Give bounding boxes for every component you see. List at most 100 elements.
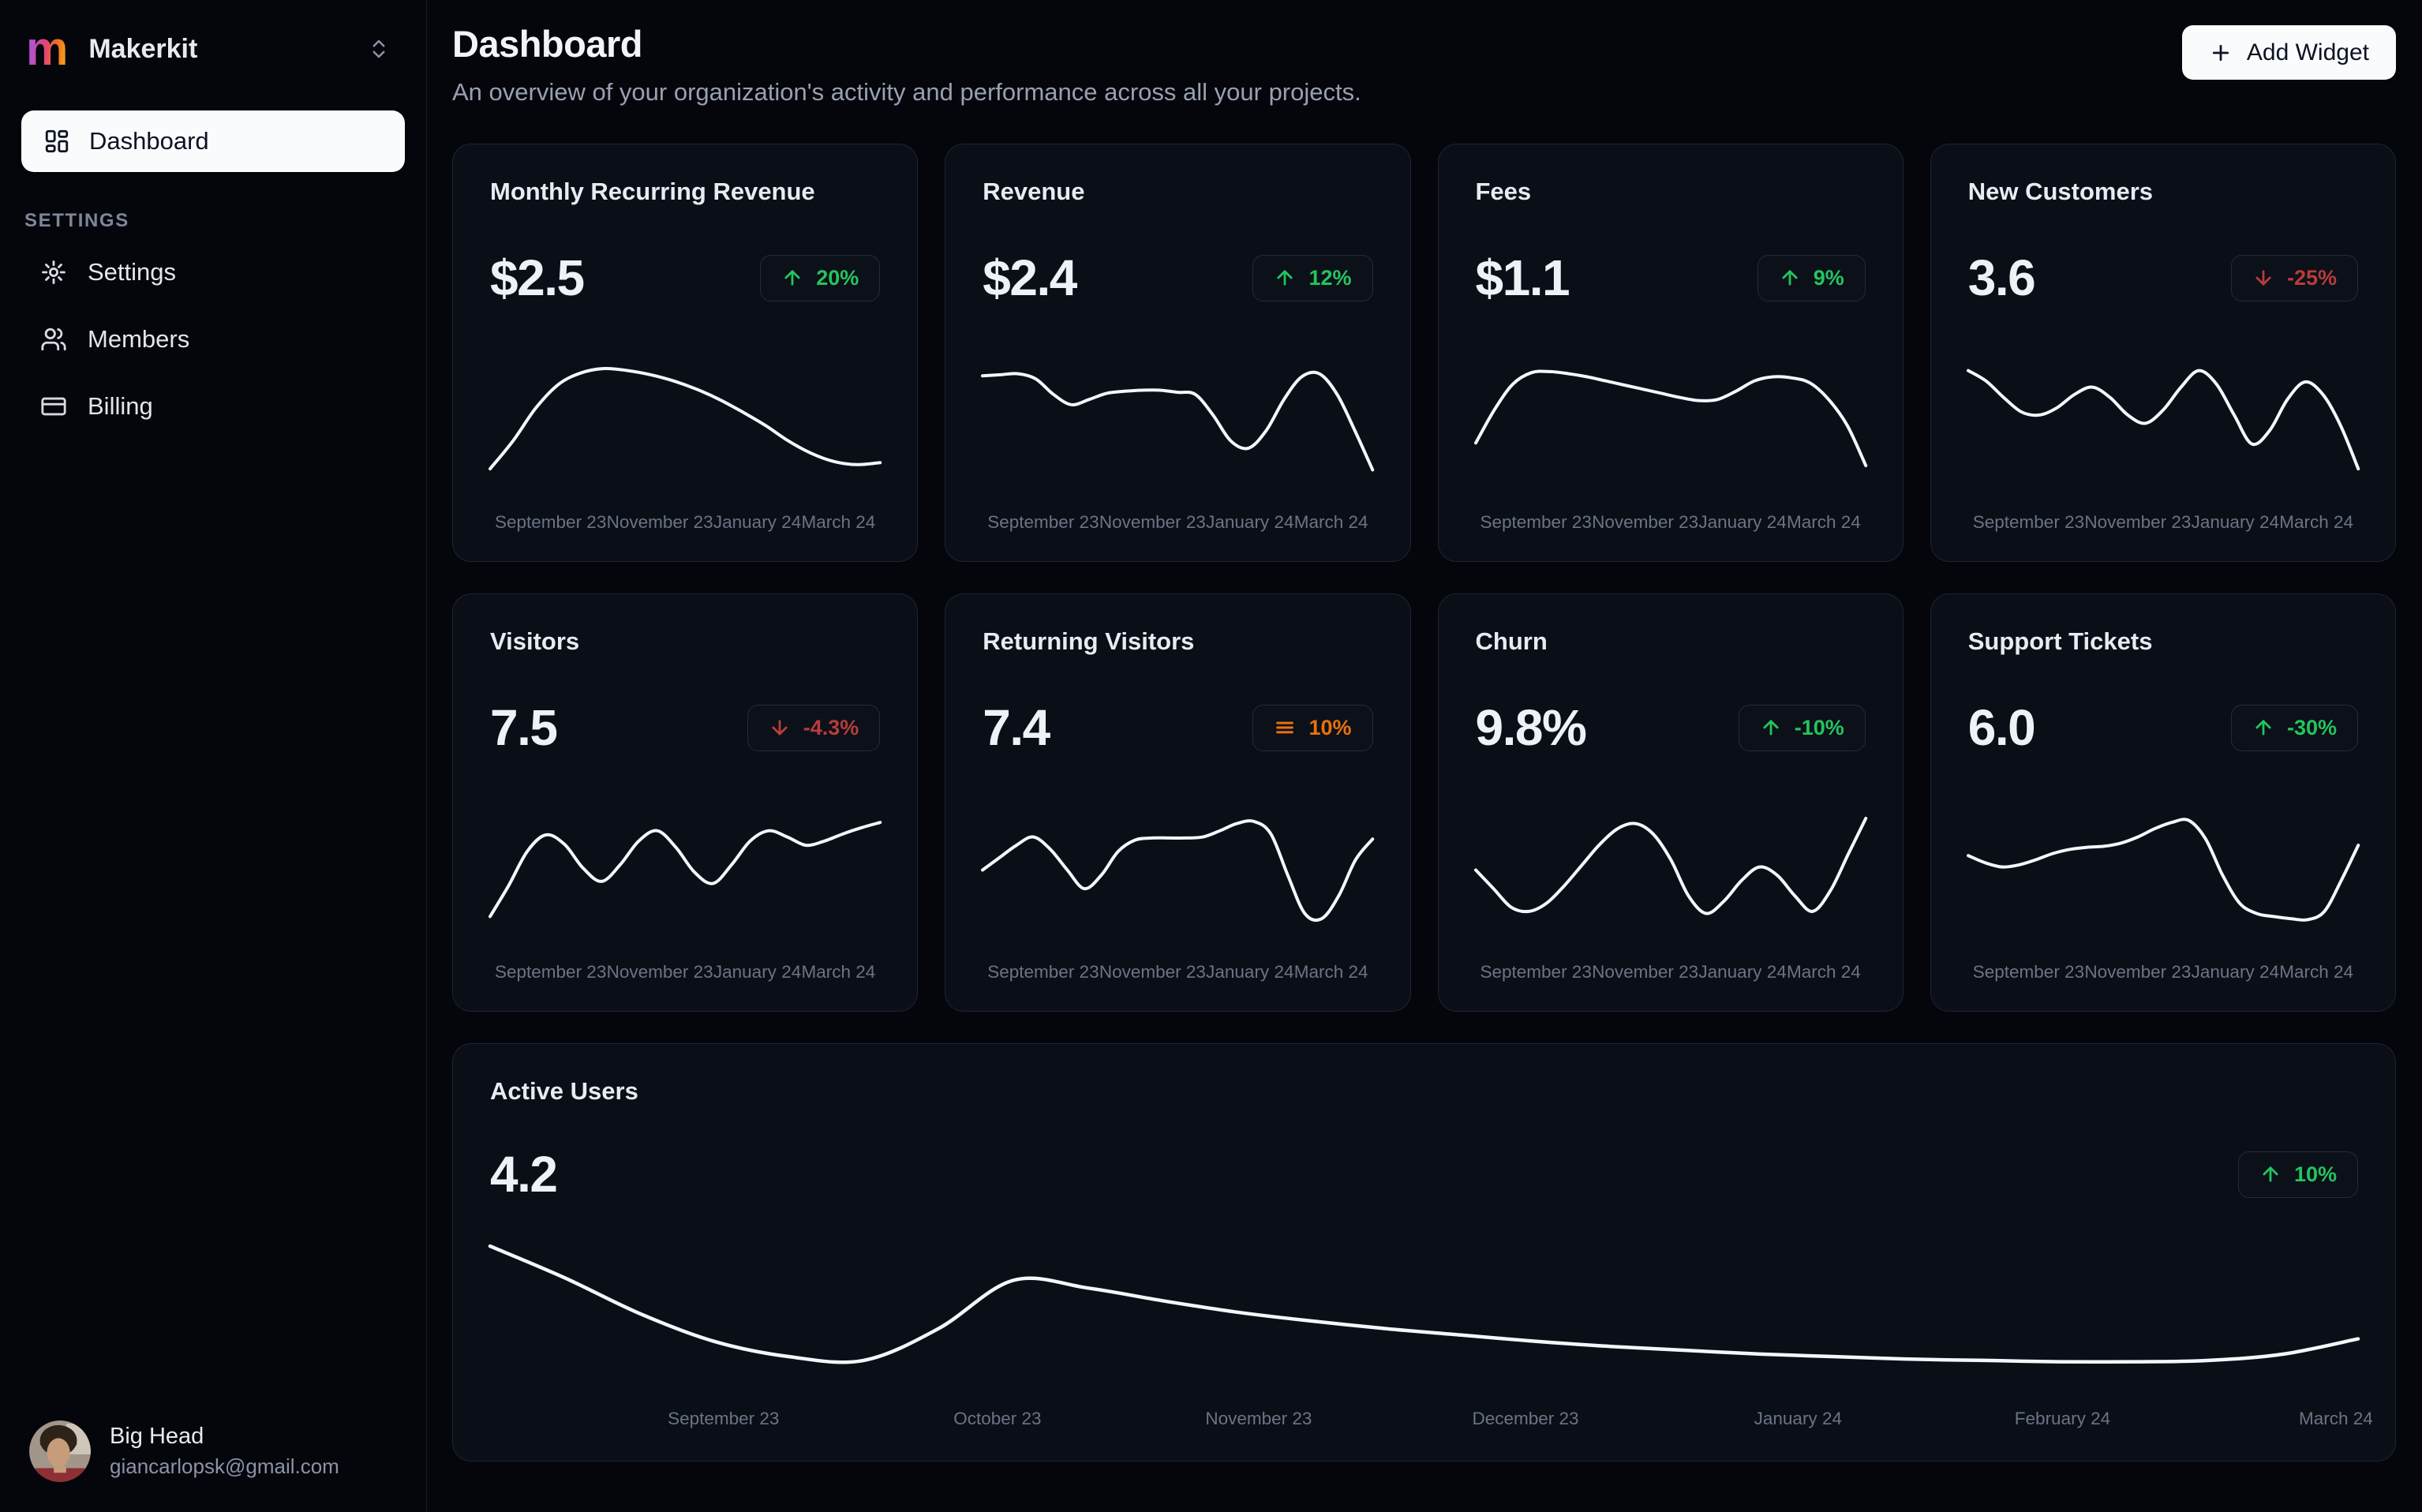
trend-badge: -25%: [2230, 254, 2358, 301]
x-axis-tick-label: January 24: [713, 962, 802, 982]
dashboard-grid-icon: [43, 128, 70, 155]
sidebar-item-label: Members: [88, 324, 190, 353]
x-axis-tick-label: September 23: [1972, 962, 2085, 982]
x-axis-labels: September 23 October 23 November 23 Decembe…: [490, 1409, 2373, 1432]
settings-section-label: SETTINGS: [24, 210, 129, 231]
sidebar-item-billing[interactable]: Billing: [21, 372, 405, 440]
trend-badge: 12%: [1252, 254, 1373, 301]
x-axis-tick-label: January 24: [1698, 962, 1787, 982]
trend-up-arrow-icon: [1760, 717, 1782, 739]
stat-card-monthly-recurring-revenue: Monthly Recurring Revenue $2.5 20% Septe…: [452, 144, 919, 562]
trend-badge: -4.3%: [747, 704, 881, 751]
x-axis-tick-label: November 23: [606, 512, 713, 532]
stat-card-value: 3.6: [1967, 249, 2036, 306]
sidebar-item-label: Settings: [88, 257, 177, 286]
stat-card-support-tickets: Support Tickets 6.0 -30% September 23 Nov…: [1930, 593, 2396, 1012]
x-axis-labels: September 23 November 23 January 24 March 2…: [1476, 962, 1866, 982]
x-axis-tick-label: March 24: [2279, 962, 2353, 982]
x-axis-tick-label: December 23: [1472, 1409, 1579, 1428]
x-axis-tick-label: March 24: [801, 512, 876, 532]
x-axis-tick-label: March 24: [1786, 962, 1861, 982]
sparkline-chart: [1968, 363, 2358, 477]
sparkline-chart: [1476, 363, 1866, 477]
x-axis-labels: September 23 November 23 January 24 March 2…: [490, 512, 880, 533]
stat-card-title: New Customers: [1967, 178, 2154, 205]
trend-badge: -10%: [1738, 704, 1866, 751]
active-users-line-chart: [490, 1234, 2358, 1372]
stat-card-value: 9.8%: [1475, 699, 1587, 756]
stat-card-churn: Churn 9.8% -10% September 23 November 23 J…: [1437, 593, 1904, 1012]
x-axis-tick-label: September 23: [1972, 512, 2085, 532]
stat-card-value: 6.0: [1967, 699, 2036, 756]
trend-down-arrow-icon: [769, 717, 791, 739]
x-axis-tick-label: March 24: [1293, 512, 1368, 532]
x-axis-tick-label: November 23: [606, 962, 713, 982]
x-axis-tick-label: September 23: [987, 962, 1099, 982]
stat-card-title: Revenue: [983, 178, 1085, 205]
makerkit-logo: m: [26, 22, 69, 75]
stat-card-title: Active Users: [490, 1077, 638, 1105]
x-axis-tick-label: November 23: [2084, 962, 2192, 982]
stat-card-title: Visitors: [490, 627, 580, 655]
stat-card-value: 7.5: [490, 699, 558, 756]
sparkline-chart: [1476, 813, 1866, 927]
stat-card-title: Monthly Recurring Revenue: [490, 178, 815, 205]
x-axis-tick-label: November 23: [1592, 512, 1699, 532]
trend-badge: -30%: [2230, 704, 2358, 751]
trend-badge-label: 12%: [1308, 265, 1352, 290]
page-header: Dashboard An overview of your organizati…: [452, 22, 2396, 107]
trend-up-arrow-icon: [1274, 267, 1296, 289]
trend-badge: 10%: [1252, 704, 1373, 751]
x-axis-labels: September 23 November 23 January 24 March 2…: [490, 962, 880, 982]
trend-badge-label: 9%: [1813, 265, 1844, 290]
add-widget-button[interactable]: Add Widget: [2181, 25, 2396, 80]
x-axis-tick-label: January 24: [1754, 1409, 1842, 1428]
trend-neutral-icon: [1274, 717, 1296, 739]
sparkline-chart: [983, 363, 1372, 477]
sidebar-item-members[interactable]: Members: [21, 305, 405, 372]
x-axis-tick-label: September 23: [495, 512, 607, 532]
x-axis-tick-label: March 24: [1293, 962, 1368, 982]
user-menu[interactable]: Big Head giancarlopsk@gmail.com: [21, 1420, 405, 1482]
user-email: giancarlopsk@gmail.com: [110, 1454, 339, 1478]
x-axis-tick-label: November 23: [1592, 962, 1699, 982]
x-axis-tick-label: March 24: [801, 962, 876, 982]
trend-badge-label: 10%: [1308, 715, 1352, 739]
x-axis-tick-label: November 23: [1205, 1409, 1312, 1428]
stat-card-value: $1.1: [1475, 249, 1570, 306]
x-axis-labels: September 23 November 23 January 24 March 2…: [1476, 512, 1866, 533]
x-axis-tick-label: January 24: [2191, 512, 2279, 532]
stat-card-title: Support Tickets: [1967, 627, 2153, 655]
trend-down-arrow-icon: [2252, 267, 2274, 289]
x-axis-tick-label: September 23: [1480, 512, 1592, 532]
x-axis-tick-label: November 23: [1099, 962, 1206, 982]
chevrons-up-down-icon: [367, 37, 391, 61]
x-axis-labels: September 23 November 23 January 24 March 2…: [983, 512, 1372, 533]
trend-badge-label: 20%: [816, 265, 859, 290]
trend-up-arrow-icon: [781, 267, 803, 289]
sidebar-item-label: Dashboard: [89, 127, 209, 155]
stat-card-revenue: Revenue $2.4 12% September 23 November 23…: [945, 144, 1411, 562]
user-name: Big Head: [110, 1424, 204, 1449]
trend-badge-label: -25%: [2286, 265, 2337, 290]
sidebar: m Makerkit Dashboard SETTINGS Settings M…: [0, 0, 427, 1512]
sidebar-item-label: Billing: [88, 391, 153, 420]
stat-card-fees: Fees $1.1 9% September 23 November 23 Janu…: [1437, 144, 1904, 562]
sparkline-chart: [490, 813, 880, 927]
x-axis-tick-label: March 24: [2279, 512, 2353, 532]
sidebar-item-settings[interactable]: Settings: [21, 238, 405, 305]
x-axis-tick-label: January 24: [1206, 512, 1294, 532]
main-content: Dashboard An overview of your organizati…: [427, 0, 2422, 1512]
stats-grid: Monthly Recurring Revenue $2.5 20% Septe…: [452, 144, 2396, 1461]
sparkline-chart: [983, 813, 1372, 927]
x-axis-tick-label: February 24: [2014, 1409, 2111, 1428]
x-axis-tick-label: September 23: [987, 512, 1099, 532]
workspace-selector[interactable]: m Makerkit: [21, 21, 405, 77]
x-axis-tick-label: September 23: [668, 1409, 780, 1428]
x-axis-tick-label: March 24: [1786, 512, 1861, 532]
x-axis-tick-label: November 23: [1099, 512, 1206, 532]
sidebar-item-dashboard[interactable]: Dashboard: [21, 110, 405, 172]
x-axis-tick-label: September 23: [495, 962, 607, 982]
stat-card-value: $2.4: [983, 249, 1077, 306]
plus-icon: [2209, 41, 2233, 65]
